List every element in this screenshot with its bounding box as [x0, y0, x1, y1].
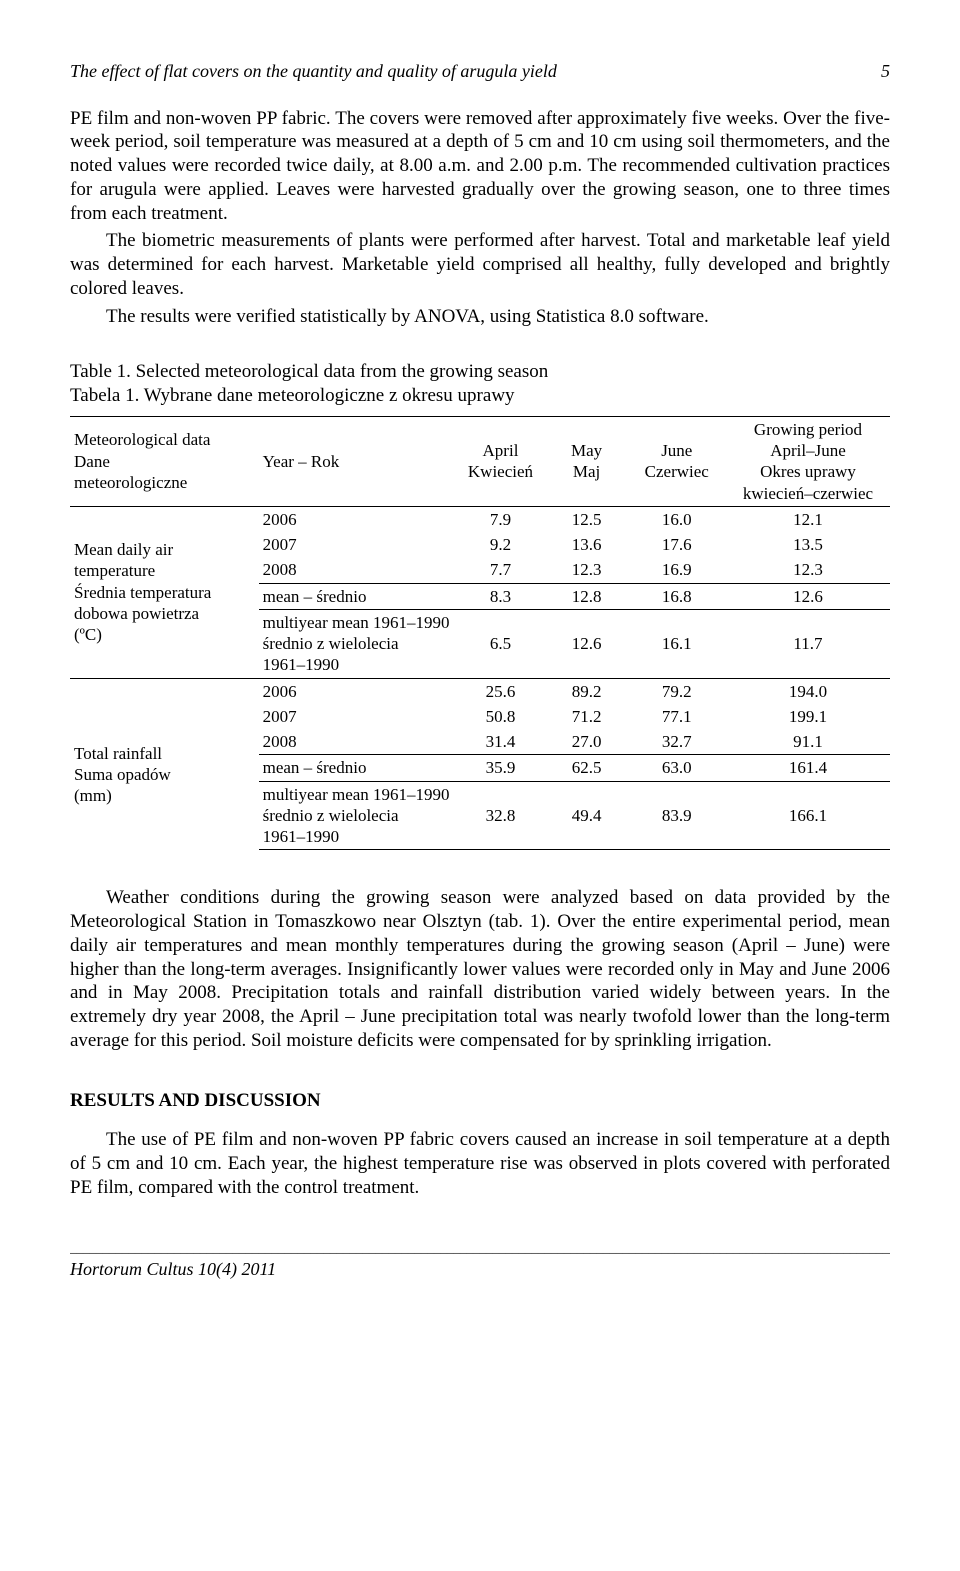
- th-meteo: Meteorological data Dane meteorologiczne: [70, 416, 259, 506]
- running-header: The effect of flat covers on the quantit…: [70, 60, 890, 83]
- paragraph-4: Weather conditions during the growing se…: [70, 886, 890, 1052]
- row-label-air: Mean daily air temperature Średnia tempe…: [70, 506, 259, 677]
- rain-multiyear-label: multiyear mean 1961–1990 średnio z wielo…: [259, 781, 456, 850]
- table1: Meteorological data Dane meteorologiczne…: [70, 416, 890, 851]
- table-row: Mean daily air temperature Średnia tempe…: [70, 506, 890, 532]
- footer-journal: Hortorum Cultus 10(4) 2011: [70, 1258, 890, 1281]
- page-number: 5: [881, 60, 890, 83]
- table-row: Total rainfall Suma opadów (mm) 2006 25.…: [70, 678, 890, 704]
- th-april: April Kwiecień: [455, 416, 545, 506]
- table1-caption: Table 1. Selected meteorological data fr…: [70, 360, 890, 408]
- footer-rule: ________________________________________…: [70, 1240, 890, 1256]
- running-title: The effect of flat covers on the quantit…: [70, 60, 557, 83]
- table1-caption-en: Table 1. Selected meteorological data fr…: [70, 360, 890, 384]
- results-heading: RESULTS AND DISCUSSION: [70, 1089, 890, 1113]
- row-label-rain: Total rainfall Suma opadów (mm): [70, 678, 259, 850]
- th-year: Year – Rok: [259, 416, 456, 506]
- th-may: May Maj: [546, 416, 628, 506]
- paragraph-2: The biometric measurements of plants wer…: [70, 229, 890, 300]
- table1-caption-pl: Tabela 1. Wybrane dane meteorologiczne z…: [70, 384, 890, 408]
- th-june: June Czerwiec: [628, 416, 726, 506]
- paragraph-3: The results were verified statistically …: [70, 305, 890, 329]
- paragraph-1: PE film and non-woven PP fabric. The cov…: [70, 107, 890, 226]
- paragraph-5: The use of PE film and non-woven PP fabr…: [70, 1128, 890, 1199]
- th-growing: Growing period April–June Okres uprawy k…: [726, 416, 890, 506]
- air-multiyear-label: multiyear mean 1961–1990 średnio z wielo…: [259, 609, 456, 677]
